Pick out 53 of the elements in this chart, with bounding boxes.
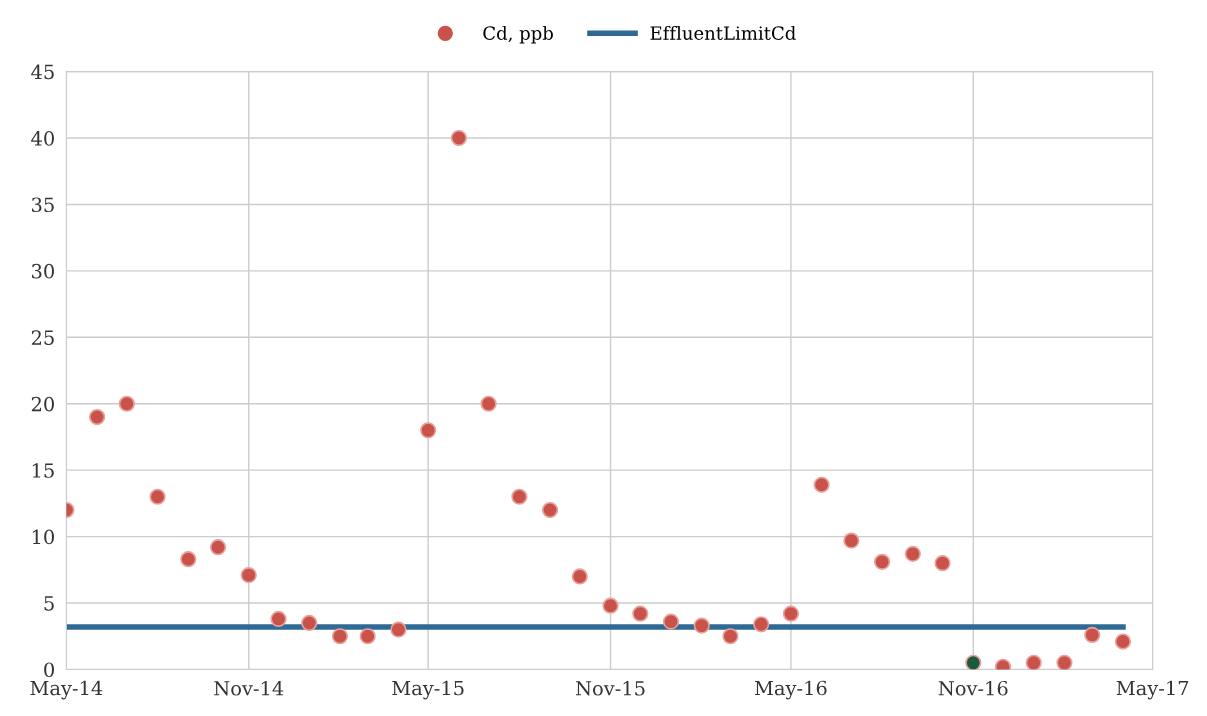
- point: [480, 395, 497, 412]
- point: [301, 614, 318, 632]
- point: [934, 555, 951, 572]
- point: [965, 654, 982, 670]
- point: [632, 605, 649, 622]
- point: [873, 553, 891, 570]
- x-tick-label: Nov-15: [575, 680, 645, 696]
- point: [904, 545, 921, 562]
- point: [511, 488, 528, 505]
- y-tick-label: 25: [31, 330, 54, 345]
- x-tick-label: Nov-16: [938, 680, 1008, 696]
- y-tick-label: 30: [32, 263, 54, 279]
- y-tick-label: 5: [44, 596, 54, 611]
- point: [1056, 654, 1073, 670]
- point: [88, 408, 106, 426]
- x-tick-label: Nov-14: [214, 680, 284, 696]
- point: [149, 488, 166, 505]
- y-tick-label: 0: [44, 662, 54, 678]
- legend-label: EffluentLimitCd: [650, 25, 796, 40]
- point: [390, 621, 407, 638]
- point: [209, 539, 227, 556]
- point: [693, 617, 710, 634]
- point: [813, 476, 830, 493]
- x-tick-label: May-15: [392, 680, 464, 700]
- point: [1084, 626, 1101, 644]
- point: [753, 616, 770, 633]
- point: [722, 628, 739, 645]
- y-tick-label: 45: [31, 64, 54, 80]
- point: [359, 628, 376, 645]
- point: [571, 568, 588, 585]
- y-tick-label: 35: [32, 197, 54, 213]
- point: [240, 567, 257, 584]
- point: [450, 129, 467, 147]
- point: [1114, 633, 1132, 650]
- x-tick-label: May-16: [754, 680, 827, 700]
- point: [270, 610, 287, 628]
- y-tick-label: 15: [32, 463, 54, 478]
- point: [180, 551, 197, 568]
- point: [662, 613, 680, 630]
- point: [602, 597, 619, 614]
- y-tick-label: 10: [32, 529, 54, 545]
- point: [118, 395, 135, 412]
- point: [1025, 654, 1042, 670]
- x-tick-label: May-14: [30, 680, 103, 700]
- point: [420, 422, 437, 439]
- y-tick-label: 20: [31, 396, 54, 412]
- point: [331, 628, 349, 645]
- point: [843, 532, 860, 549]
- point: [541, 501, 559, 519]
- y-tick-label: 40: [31, 130, 54, 146]
- point: [782, 605, 800, 622]
- x-tick-label: May-17: [1116, 680, 1189, 700]
- legend-label: Cd, ppb: [483, 25, 553, 44]
